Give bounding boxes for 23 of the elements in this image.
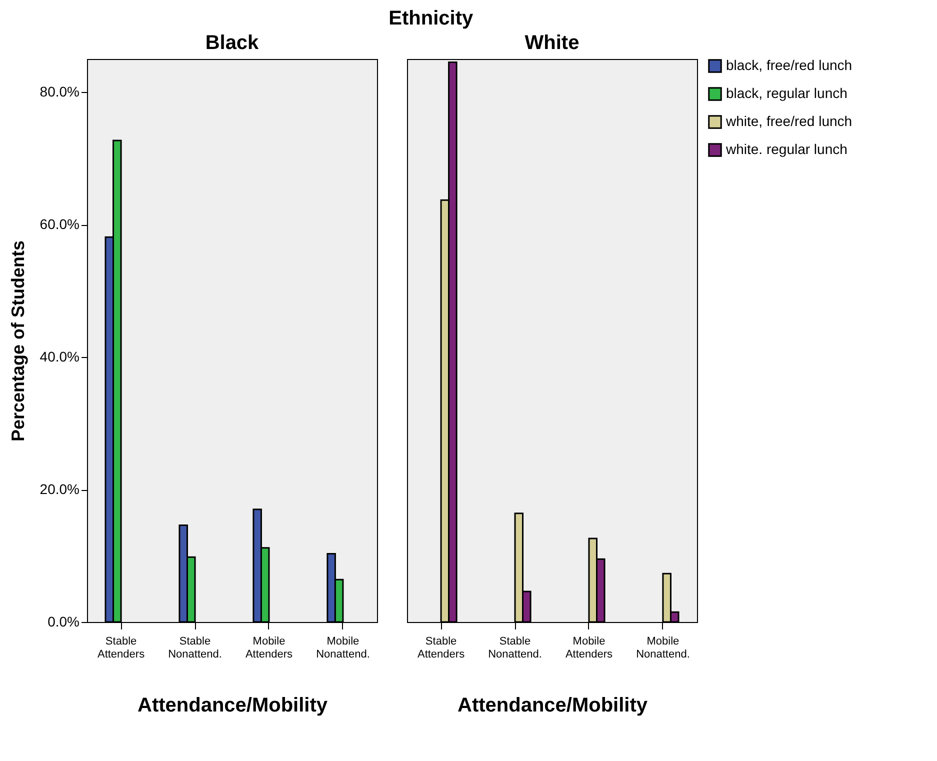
- legend-label: black, free/red lunch: [726, 57, 852, 73]
- chart-title: Black: [205, 32, 260, 54]
- legend-label: white, free/red lunch: [725, 113, 852, 129]
- legend-label: white. regular lunch: [725, 141, 848, 157]
- y-tick-label: 80.0%: [40, 84, 80, 100]
- x-tick-label: Stable Nonattend.: [488, 636, 542, 660]
- x-tick-label: Mobile Attenders: [245, 636, 294, 660]
- x-tick-label: Mobile Attenders: [565, 636, 614, 660]
- y-axis-title: Percentage of Students: [8, 240, 28, 442]
- legend-label: black, regular lunch: [726, 85, 848, 101]
- text: Ethnicity: [388, 8, 474, 30]
- x-axis-title: Attendance/Mobility: [137, 694, 328, 716]
- x-tick-label: Stable Attenders: [417, 636, 466, 660]
- x-axis-title: Attendance/Mobility: [457, 694, 648, 716]
- chart-title: White: [524, 32, 580, 54]
- x-tick-label: Stable Attenders: [97, 636, 146, 660]
- x-tick-label: Mobile Nonattend.: [316, 636, 370, 660]
- x-tick-label: Mobile Nonattend.: [636, 636, 690, 660]
- y-tick-label: 0.0%: [48, 614, 80, 630]
- x-tick-label: Stable Nonattend.: [168, 636, 222, 660]
- y-tick-label: 20.0%: [40, 481, 80, 498]
- y-tick-label: 40.0%: [40, 348, 80, 365]
- y-tick-label: 60.0%: [40, 216, 80, 232]
